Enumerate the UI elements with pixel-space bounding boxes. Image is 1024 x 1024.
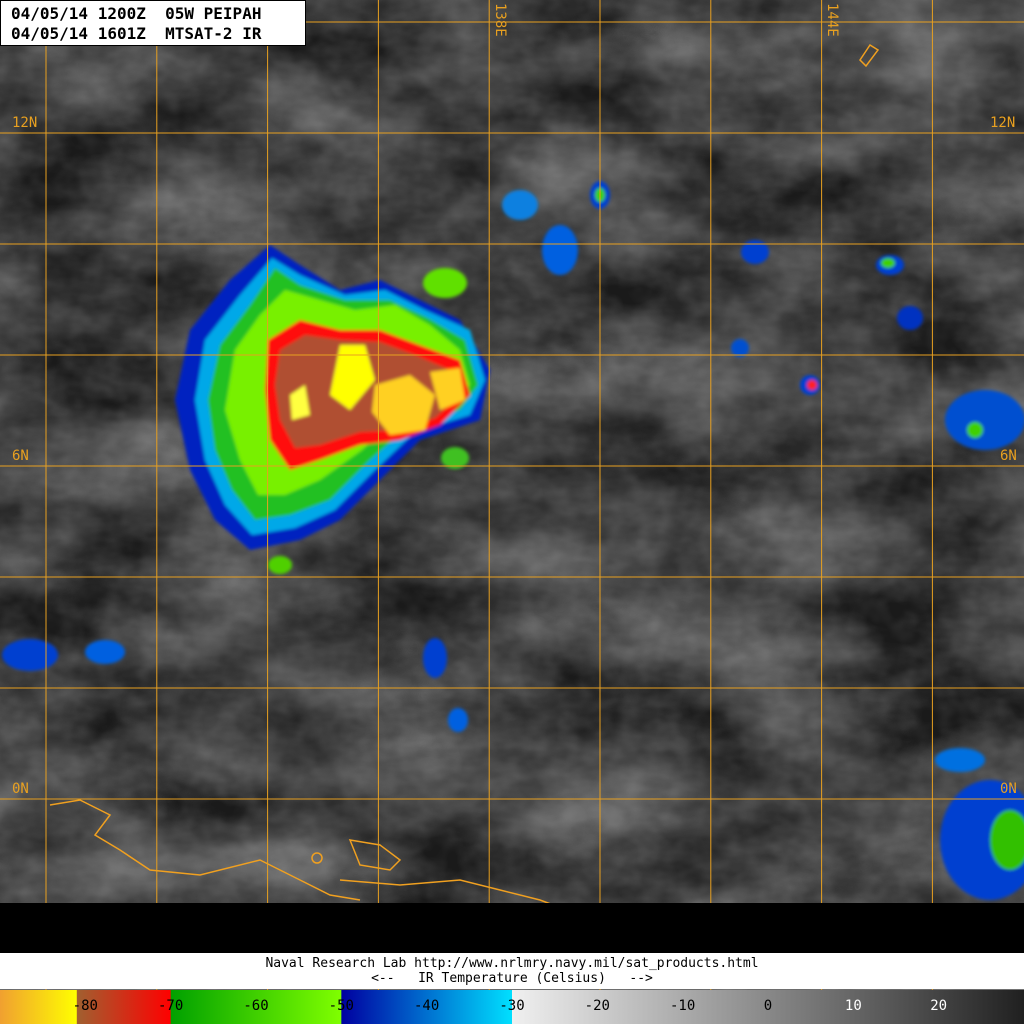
legend-title: <-- IR Temperature (Celsius) --> [371, 971, 653, 986]
lat-label-0n-right: 0N [1000, 781, 1017, 797]
colorbar-segment [341, 990, 513, 1024]
header-line-2: 04/05/14 1601Z MTSAT-2 IR [11, 24, 262, 43]
footer-legend: Naval Research Lab http://www.nrlmry.nav… [0, 953, 1024, 989]
lat-label-12n: 12N [12, 115, 38, 131]
header-line-1: 04/05/14 1200Z 05W PEIPAH [11, 4, 262, 23]
lon-label-144e: 144E [824, 3, 840, 37]
colorbar-tick-label: 10 [844, 998, 862, 1014]
lower-border-band [0, 903, 1024, 953]
colorbar-tick-label: 20 [930, 998, 948, 1014]
image-header: 04/05/14 1200Z 05W PEIPAH 04/05/14 1601Z… [0, 0, 306, 46]
lat-label-6n-right: 6N [1000, 448, 1017, 464]
lat-label-6n: 6N [12, 448, 29, 464]
colorbar-tick-label: -70 [158, 998, 184, 1014]
colorbar-segment [76, 990, 172, 1024]
colorbar-tick-label: 0 [763, 998, 773, 1014]
scattered-convection [2, 181, 1024, 900]
colorbar-segment [170, 990, 342, 1024]
temperature-colorbar [0, 990, 1024, 1024]
lon-label-138e: 138E [492, 3, 508, 37]
colorbar-segment [512, 990, 1024, 1024]
colorbar-tick-label: -80 [72, 998, 98, 1014]
colorbar-tick-label: -60 [243, 998, 269, 1014]
colorbar-tick-label: -30 [499, 998, 525, 1014]
lat-label-12n-right: 12N [990, 115, 1016, 131]
colorbar-tick-label: -20 [584, 998, 610, 1014]
colorbar-tick-label: -40 [414, 998, 440, 1014]
colorbar-tick-label: -10 [670, 998, 696, 1014]
colorbar-tick-label: -50 [328, 998, 354, 1014]
lat-label-0n: 0N [12, 781, 29, 797]
credit-text: Naval Research Lab http://www.nrlmry.nav… [265, 956, 759, 971]
colorbar-segment [0, 990, 78, 1024]
